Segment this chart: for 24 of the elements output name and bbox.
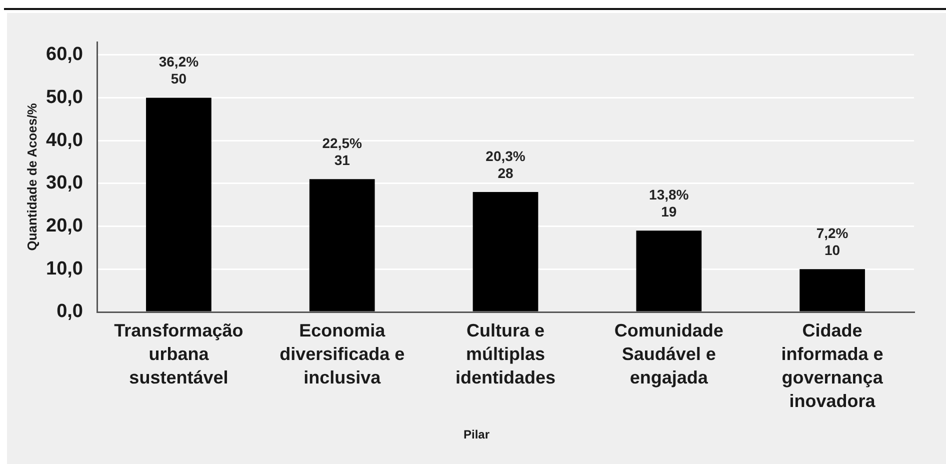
data-label: 36,2% 50: [158, 54, 200, 87]
x-axis-title: Pilar: [463, 427, 490, 442]
y-tick-label: 40,0: [46, 130, 83, 151]
y-axis-title: Quantidade de Acoes/%: [24, 102, 40, 251]
y-tick-label: 20,0: [46, 216, 83, 237]
bar: [636, 230, 702, 312]
y-tick-label: 0,0: [56, 301, 83, 322]
bar: [146, 98, 212, 312]
bar: [800, 269, 865, 312]
data-label: 7,2% 10: [816, 225, 849, 258]
data-label: 13,8% 19: [649, 186, 690, 220]
y-tick-label: 50,0: [46, 86, 83, 108]
y-tick-label: 30,0: [46, 172, 83, 194]
y-tick-label: 10,0: [46, 258, 83, 280]
x-tick-label: Comunidade Saudável e engajada: [614, 320, 724, 388]
x-tick-label: Cidade informada e governança inovadora: [781, 320, 884, 411]
bar: [309, 179, 375, 312]
data-label: 22,5% 31: [322, 135, 362, 168]
x-tick-label: Cultura e múltiplas identidades: [455, 320, 556, 388]
data-label: 20,3% 28: [486, 148, 526, 181]
x-tick-label: Economia diversificada e inclusiva: [280, 320, 405, 388]
bar: [472, 192, 538, 312]
x-tick-label: Transformação urbana sustentável: [114, 320, 244, 388]
y-tick-label: 60,0: [46, 44, 83, 66]
